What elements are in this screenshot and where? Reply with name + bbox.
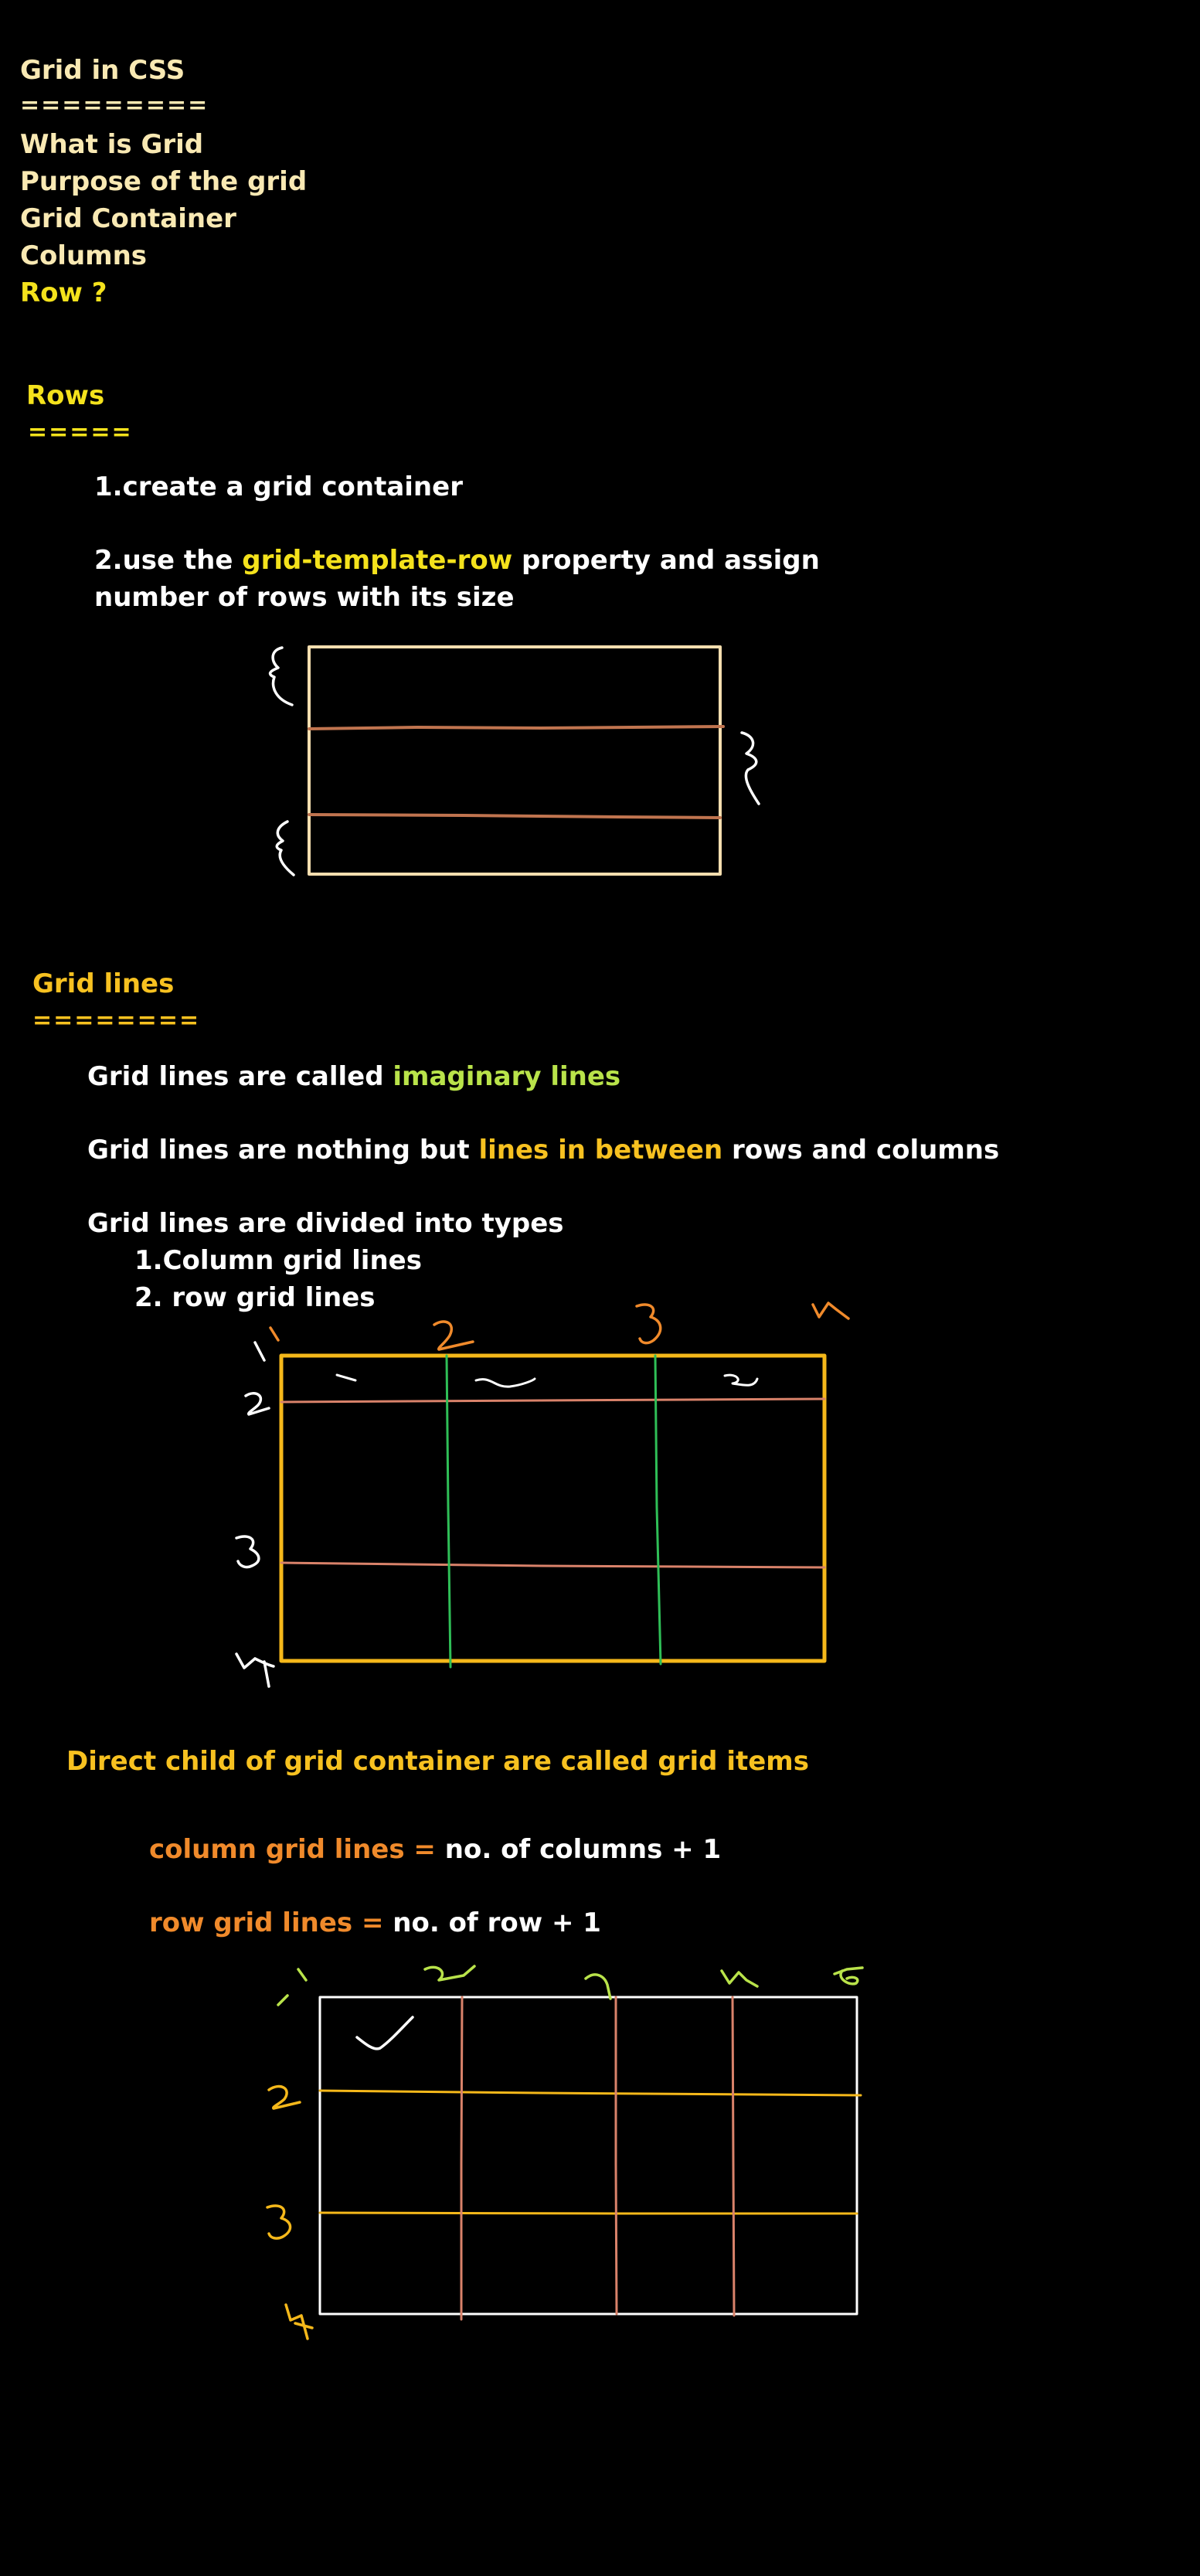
column-grid-line-3 [654, 1354, 662, 1666]
grid-item-checkmark-icon [355, 2016, 414, 2050]
intro-item-grid-container: Grid Container [20, 203, 236, 234]
rows-grid-line-1 [308, 725, 725, 730]
grid-items-container-outline [318, 1996, 858, 2316]
grid-lines-statement-2-prefix: Grid lines are nothing but [87, 1135, 479, 1165]
col-number-1-tick [269, 1326, 280, 1342]
grid-lines-statement-2: Grid lines are nothing but lines in betw… [87, 1137, 999, 1163]
rows-grid-line-2 [308, 813, 722, 819]
grid-lines-statement-1-prefix: Grid lines are called [87, 1061, 393, 1092]
grid-lines-underline: ======== [32, 1007, 201, 1034]
grid-lines-type-1: 1.Column grid lines [134, 1245, 422, 1276]
row-grid-line-3 [280, 1561, 826, 1569]
items-column-grid-line-4 [731, 1996, 736, 2317]
items-row-number-4-mark [284, 2303, 314, 2340]
column-grid-lines-formula-label: column grid lines = [149, 1834, 436, 1865]
items-col-number-2-mark [423, 1965, 476, 1982]
rows-step-2-prefix: 2.use the [94, 545, 243, 576]
column-grid-lines-formula-value: no. of columns + 1 [435, 1834, 722, 1865]
row-number-2-mark [244, 1392, 270, 1416]
grid-template-row-keyword: grid-template-row [242, 545, 513, 576]
column-grid-line-2 [445, 1354, 452, 1669]
row-brace-middle [740, 731, 760, 805]
col-number-3-mark [635, 1303, 662, 1345]
rows-underline: ===== [28, 419, 133, 446]
items-col-number-4-mark [720, 1969, 759, 1988]
intro-item-columns: Columns [20, 240, 148, 271]
column-label-3 [723, 1373, 759, 1387]
row-brace-bottom [275, 820, 295, 876]
items-column-grid-line-2 [460, 1996, 464, 2321]
row-grid-lines-formula-label: row grid lines = [149, 1907, 384, 1938]
grid-lines-statement-1: Grid lines are called imaginary lines [87, 1063, 620, 1090]
imaginary-lines-highlight: imaginary lines [393, 1061, 621, 1092]
col-number-4-mark [811, 1302, 850, 1320]
rows-step-2: 2.use the grid-template-row property and… [94, 547, 820, 573]
row-grid-line-2 [280, 1397, 826, 1404]
intro-item-what-is-grid: What is Grid [20, 129, 204, 160]
items-row-grid-line-3 [318, 2211, 858, 2215]
items-col-number-5-mark [833, 1966, 864, 1986]
row-brace-top [268, 646, 294, 706]
rows-step-2-suffix: property and assign [512, 545, 820, 576]
items-col-number-3-mark [584, 1973, 612, 2000]
rows-grid-container-outline [308, 645, 722, 876]
row-number-3-mark [235, 1535, 260, 1569]
row-number-4-mark [235, 1652, 275, 1688]
grid-lines-heading: Grid lines [32, 968, 175, 999]
intro-item-row: Row ? [20, 277, 107, 308]
intro-item-purpose: Purpose of the grid [20, 166, 308, 197]
items-col-number-1-mark [277, 1968, 308, 2006]
grid-lines-container-outline [279, 1353, 827, 1663]
column-label-1 [335, 1373, 357, 1382]
column-grid-lines-formula: column grid lines = no. of columns + 1 [149, 1836, 721, 1863]
items-row-number-3-mark [266, 2204, 292, 2240]
title-underline: ========= [20, 92, 209, 119]
items-row-grid-line-2 [318, 2089, 862, 2097]
row-grid-lines-formula: row grid lines = no. of row + 1 [149, 1910, 601, 1936]
grid-lines-statement-3: Grid lines are divided into types [87, 1208, 564, 1239]
items-column-grid-line-3 [614, 1996, 618, 2316]
grid-lines-type-2: 2. row grid lines [134, 1282, 376, 1313]
rows-step-1: 1.create a grid container [94, 471, 463, 502]
row-grid-lines-formula-value: no. of row + 1 [383, 1907, 601, 1938]
col-number-1-mark [253, 1341, 266, 1362]
col-number-2-mark [433, 1320, 474, 1351]
rows-heading: Rows [26, 380, 105, 411]
items-row-number-2-mark [267, 2084, 301, 2110]
lines-in-between-highlight: lines in between [478, 1135, 723, 1165]
column-label-2 [474, 1377, 536, 1388]
page-title: Grid in CSS [20, 55, 185, 86]
grid-lines-statement-2-suffix: rows and columns [722, 1135, 1000, 1165]
grid-items-statement: Direct child of grid container are calle… [66, 1746, 809, 1777]
rows-step-2-line-2: number of rows with its size [94, 582, 515, 613]
